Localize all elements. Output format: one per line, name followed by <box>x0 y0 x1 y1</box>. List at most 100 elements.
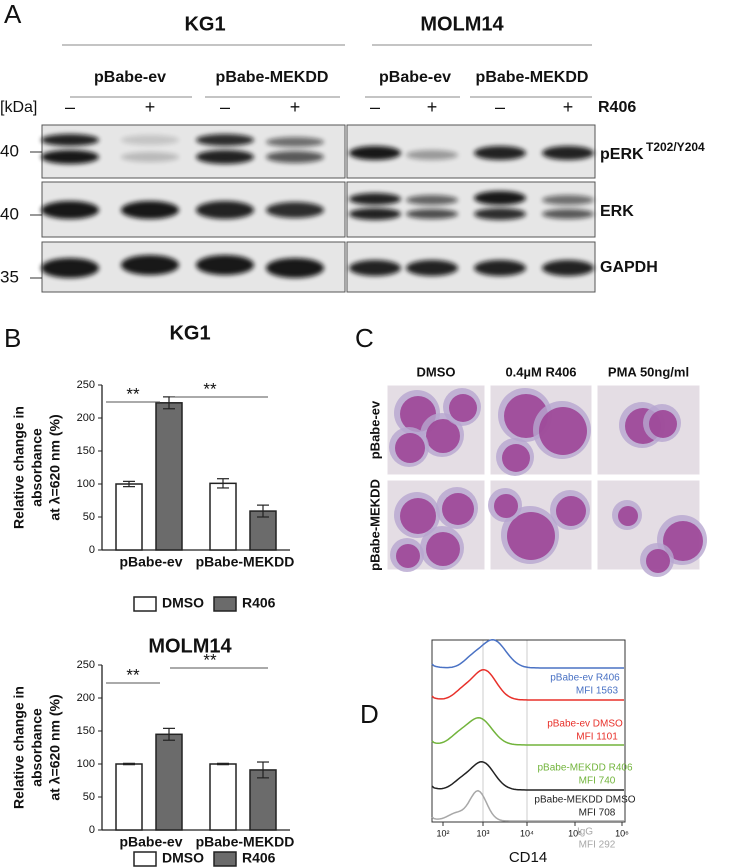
histogram-curve <box>431 717 624 746</box>
blot-band <box>474 191 526 205</box>
bar <box>155 402 183 551</box>
treatment-label: R406 <box>598 99 636 116</box>
treatment-sign: + <box>427 97 438 117</box>
bar <box>209 482 237 551</box>
cell-nucleus <box>618 506 638 526</box>
bar <box>115 763 143 831</box>
construct-label: pBabe-ev <box>94 69 166 86</box>
blot-band <box>406 195 458 205</box>
x-tick-label: pBabe-MEKDD <box>196 834 295 850</box>
blot-band <box>266 137 324 147</box>
y-axis-label: absorbance <box>29 428 45 507</box>
treatment-sign: + <box>563 97 574 117</box>
construct-label: pBabe-MEKDD <box>476 69 589 86</box>
y-tick-label: 250 <box>77 379 95 391</box>
blot-band <box>196 201 254 219</box>
y-axis-label: Relative change in <box>11 406 27 529</box>
blot-band <box>474 146 526 160</box>
legend-label: DMSO <box>162 850 204 866</box>
blot-band <box>542 260 594 276</box>
treatment-sign: + <box>290 97 301 117</box>
significance-label: ** <box>126 665 140 684</box>
histogram-curve <box>431 668 624 701</box>
cell-nucleus <box>442 493 474 525</box>
error-bar <box>123 762 135 766</box>
column-label: 0.4µM R406 <box>505 364 576 379</box>
legend-mfi: MFI 1563 <box>576 686 619 697</box>
legend-label: pBabe-ev DMSO <box>547 719 623 730</box>
treatment-sign: + <box>145 97 156 117</box>
row-label: pBabe-ev <box>367 400 382 459</box>
significance-label: ** <box>203 650 217 669</box>
y-tick-label: 50 <box>83 791 95 803</box>
histogram-curve <box>431 761 624 791</box>
blot-band <box>41 258 99 278</box>
y-axis-label: at λ=620 nm (%) <box>47 694 63 800</box>
cell-nucleus <box>395 433 425 463</box>
blot-band <box>474 260 526 276</box>
column-label: PMA 50ng/ml <box>608 364 689 379</box>
blot-band <box>349 193 401 205</box>
plot-frame <box>431 639 626 823</box>
x-tick-label: pBabe-ev <box>119 554 182 570</box>
blot-band <box>266 151 324 163</box>
y-tick-label: 100 <box>77 758 95 770</box>
significance-label: ** <box>203 379 217 398</box>
y-tick-label: 150 <box>77 445 95 457</box>
blot-band <box>121 201 179 219</box>
marker-name: pERK <box>600 146 644 163</box>
error-bar <box>123 480 135 488</box>
y-axis-label: Relative change in <box>11 686 27 809</box>
x-tick-label: 10² <box>436 828 449 838</box>
marker-superscript: T202/Y204 <box>646 140 705 154</box>
blot-band <box>196 150 254 164</box>
legend-mfi: MFI 292 <box>579 840 616 851</box>
legend-label: IgG <box>577 827 593 838</box>
blot-band <box>406 150 458 160</box>
treatment-sign: – <box>495 97 505 117</box>
kda-value: 40 <box>0 141 19 160</box>
blot-band <box>542 209 594 219</box>
treatment-sign: – <box>370 97 380 117</box>
x-tick-label: 10⁶ <box>615 828 629 838</box>
cell-nucleus <box>649 410 677 438</box>
legend-mfi: MFI 1101 <box>576 732 618 743</box>
panel-letter: B <box>4 323 21 353</box>
cell-nucleus <box>494 494 518 518</box>
error-bar <box>163 727 175 741</box>
y-tick-label: 250 <box>77 659 95 671</box>
chart-title: MOLM14 <box>148 635 232 657</box>
error-bar <box>217 762 229 766</box>
blot-band <box>121 255 179 275</box>
y-tick-label: 200 <box>77 692 95 704</box>
x-axis-label: CD14 <box>509 849 547 866</box>
y-tick-label: 150 <box>77 725 95 737</box>
kda-value: 40 <box>0 204 19 223</box>
cell-nucleus <box>646 549 670 573</box>
marker-name: GAPDH <box>600 259 658 276</box>
panel-letter: C <box>355 323 374 353</box>
blot-band <box>349 260 401 276</box>
histogram-curve <box>431 639 624 669</box>
marker-name: ERK <box>600 203 634 220</box>
error-bar <box>257 504 269 518</box>
x-tick-label: 10⁵ <box>568 828 582 838</box>
chart-title: KG1 <box>169 322 210 344</box>
blot-band <box>349 208 401 220</box>
blot-band <box>121 152 179 162</box>
treatment-sign: – <box>65 97 75 117</box>
construct-label: pBabe-MEKDD <box>216 69 329 86</box>
panel-letter: A <box>4 0 22 29</box>
x-tick-label: 10³ <box>476 828 489 838</box>
blot-band <box>121 135 179 145</box>
legend-label: pBabe-MEKDD R406 <box>537 763 632 774</box>
y-axis-label: absorbance <box>29 708 45 787</box>
histogram-curve <box>431 789 624 822</box>
legend-swatch <box>213 596 237 612</box>
bar <box>115 483 143 551</box>
blot-band <box>542 146 594 160</box>
construct-label: pBabe-ev <box>379 69 451 86</box>
legend-label: DMSO <box>162 595 204 611</box>
blot-band <box>542 195 594 205</box>
blot-band <box>266 202 324 218</box>
